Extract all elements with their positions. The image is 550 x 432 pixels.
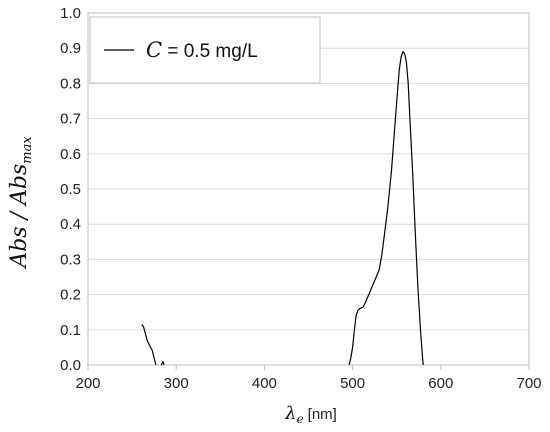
x-tick-label: 200 — [75, 375, 100, 392]
y-tick-label: 1.0 — [60, 5, 81, 22]
y-tick-label: 0.1 — [60, 322, 81, 339]
legend: C = 0.5 mg/L — [89, 16, 321, 84]
plot-area — [87, 12, 530, 366]
x-axis-title-symbol: λ — [284, 403, 296, 424]
series-line-segment — [160, 360, 165, 366]
y-tick-label: 0.5 — [60, 181, 81, 198]
y-axis-title-subscript: max — [20, 136, 35, 164]
legend-label: C = 0.5 mg/L — [146, 38, 258, 62]
y-tick-label: 0.4 — [60, 216, 81, 233]
y-axis-ticks: 0.0 0.1 0.2 0.3 0.4 0.5 0.6 0.7 0.8 0.9 1.0 — [60, 5, 81, 374]
x-axis-title: λe [nm] — [284, 403, 337, 426]
x-tick-label: 700 — [516, 375, 541, 392]
series-line-segment — [348, 51, 424, 366]
x-tick-label: 600 — [428, 375, 453, 392]
legend-variable: C — [146, 38, 162, 62]
y-tick-label: 0.7 — [60, 111, 81, 128]
x-axis-ticks: 200 300 400 500 600 700 — [75, 365, 542, 392]
plot-frame — [87, 12, 530, 366]
y-tick-label: 0.6 — [60, 146, 81, 163]
x-tick-label: 400 — [252, 375, 277, 392]
x-tick-label: 500 — [340, 375, 365, 392]
y-tick-label: 0.0 — [60, 357, 81, 374]
y-axis-title-base: Abs / Abs — [7, 164, 32, 270]
y-tick-label: 0.8 — [60, 75, 81, 92]
series-line-segment — [141, 324, 157, 366]
y-tick-label: 0.9 — [60, 40, 81, 57]
x-axis-title-unit: [nm] — [308, 406, 337, 423]
x-tick-label: 300 — [164, 375, 189, 392]
x-axis-title-subscript: e — [297, 412, 304, 426]
legend-value: = 0.5 mg/L — [162, 41, 258, 62]
y-tick-label: 0.2 — [60, 287, 81, 304]
y-tick-label: 0.3 — [60, 251, 81, 268]
y-axis-title: Abs / Absmax — [7, 136, 35, 270]
